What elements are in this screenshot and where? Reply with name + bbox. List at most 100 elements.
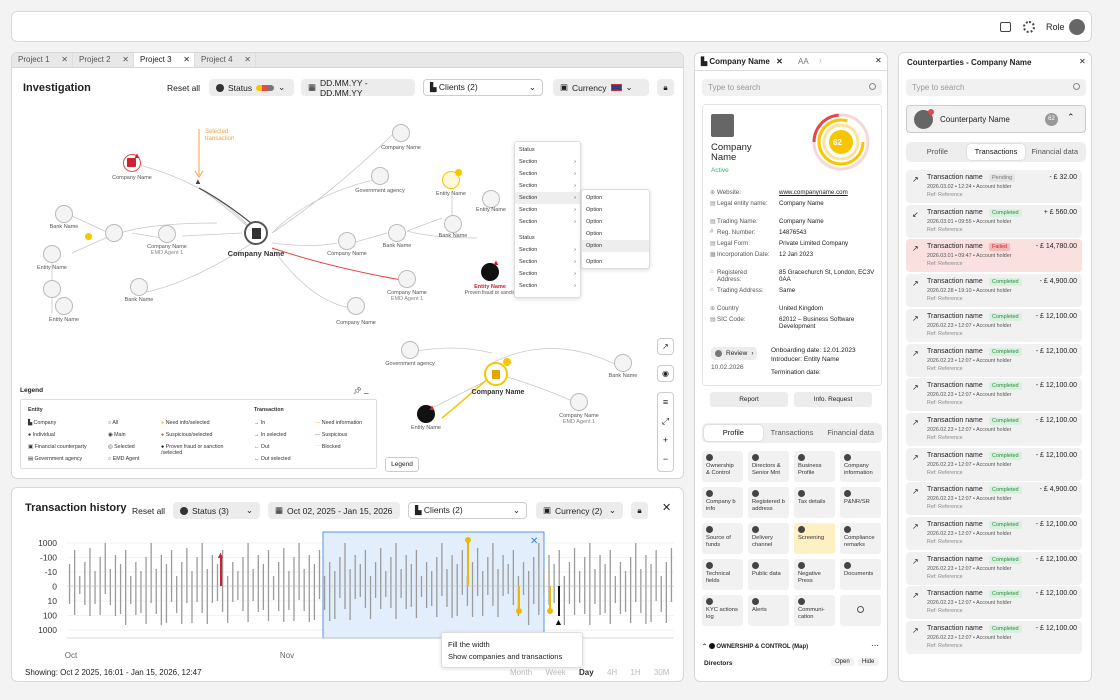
close-icon[interactable]: ✕ [1079, 57, 1086, 66]
submenu-item[interactable]: Option [586, 195, 603, 201]
minimize-icon[interactable]: _ [364, 385, 369, 394]
section-tile[interactable]: Alerts [748, 595, 789, 626]
section-tile[interactable]: Delivery channel [748, 523, 789, 554]
gear-icon[interactable] [1023, 21, 1035, 33]
date-range-filter[interactable]: ▦ Oct 02, 2025 - Jan 15, 2026 [268, 502, 400, 519]
submenu-item[interactable]: Option [582, 240, 649, 252]
period-month[interactable]: Month [510, 668, 533, 677]
graph-node[interactable] [55, 205, 73, 223]
submenu-item[interactable]: Option [586, 231, 603, 237]
period-week[interactable]: Week [545, 668, 566, 677]
section-tile[interactable]: Registered b address [748, 487, 789, 518]
info-request-button[interactable]: Info. Request [794, 392, 872, 407]
tab-financial-data[interactable]: Financial data [827, 428, 875, 437]
currency-filter[interactable]: ▣ Currency (2) ⌄ [536, 502, 623, 519]
menu-item[interactable]: Section › [519, 219, 576, 225]
filter-settings-icon[interactable]: ≡ [662, 397, 669, 407]
menu-item[interactable]: Section › [519, 183, 576, 189]
clients-select[interactable]: ▙ Clients (2) ⌄ [408, 502, 527, 519]
transaction-row[interactable]: ↙ Transaction name Completed + £ 560.00 2026… [906, 204, 1082, 238]
reset-all-button[interactable]: Reset all [167, 83, 201, 93]
tab-project-2[interactable]: Project 2 ✕ [73, 53, 134, 67]
reset-all-button[interactable]: Reset all [132, 506, 166, 516]
status-filter[interactable]: Status ⌄ [209, 79, 294, 96]
close-icon[interactable]: ✕ [61, 55, 68, 64]
section-tile[interactable]: Communi-cation [794, 595, 835, 626]
menu-item[interactable]: Section › [519, 283, 576, 289]
section-tile[interactable]: Tax details [794, 487, 835, 518]
tab-project-4[interactable]: Project 4 ✕ [195, 53, 256, 67]
tab-financial-data[interactable]: Financial data [1031, 147, 1079, 156]
close-icon[interactable]: ✕ [875, 56, 882, 65]
clients-select[interactable]: ▙ Clients (2) ⌄ [423, 79, 543, 96]
period-1h[interactable]: 1H [630, 668, 641, 677]
period-30m[interactable]: 30M [653, 668, 670, 677]
menu-item[interactable]: Section › [519, 247, 576, 253]
menu-item[interactable]: Section › [519, 207, 576, 213]
proven-fraud-node[interactable] [481, 263, 499, 281]
graph-node[interactable] [105, 224, 123, 242]
transaction-row[interactable]: ↗ Transaction name Completed - £ 12,100.00 2… [906, 517, 1082, 550]
submenu-item[interactable]: Option [586, 259, 603, 265]
section-tile[interactable]: Compliance remarks [840, 523, 881, 554]
tab-aa[interactable]: AA [798, 57, 809, 66]
menu-item[interactable]: Section › [519, 171, 576, 177]
tab-profile[interactable]: Profile [926, 147, 948, 156]
transaction-row[interactable]: ↗ Transaction name Pending - £ 32.00 2026.03… [906, 170, 1082, 203]
menu-item[interactable]: Section › [519, 259, 576, 265]
section-tile[interactable]: Company b info [702, 487, 743, 518]
tab-project-1[interactable]: Project 1 ✕ [12, 53, 73, 67]
transaction-row[interactable]: ↗ Transaction name Failed - £ 14,780.00 2026… [906, 239, 1082, 273]
graph-node[interactable] [444, 215, 462, 233]
graph-node[interactable] [43, 280, 61, 298]
ownership-header[interactable]: ⌃ OWNERSHIP & CONTROL (Map) [702, 643, 809, 650]
zoom-in-icon[interactable]: + [662, 435, 669, 445]
search-input[interactable]: Type to search [906, 79, 1086, 96]
more-icon[interactable]: ⋯ [871, 641, 879, 650]
expand-icon[interactable]: ⤢ [661, 416, 670, 426]
transaction-row[interactable]: ↗ Transaction name Completed - £ 12,100.00 2… [906, 308, 1082, 342]
graph-node[interactable] [442, 171, 460, 189]
tab-profile[interactable]: Profile [704, 425, 763, 441]
menu-item[interactable]: Section › [519, 159, 576, 165]
counterparty-card[interactable]: Counterparty Name 62 ⌃ [906, 105, 1086, 133]
external-link-button[interactable]: ↗ [657, 338, 674, 355]
section-tile[interactable]: Ownership & Control [702, 451, 743, 482]
transaction-row[interactable]: ↗ Transaction name Completed - £ 12,100.00 2… [906, 586, 1082, 620]
main-company-node[interactable] [244, 221, 268, 245]
avatar[interactable] [1069, 19, 1085, 35]
transaction-row[interactable]: ↗ Transaction name Completed - £ 12,100.00 2… [906, 551, 1082, 585]
field-value[interactable]: www.companyname.com [779, 189, 848, 196]
graph-node[interactable] [43, 245, 61, 263]
graph-node[interactable] [130, 278, 148, 296]
graph-node[interactable] [401, 341, 419, 359]
section-tile[interactable]: Technical fields [702, 559, 743, 590]
section-tile[interactable] [840, 595, 881, 626]
submenu-item[interactable]: Option [586, 207, 603, 213]
transaction-row[interactable]: ↗ Transaction name Completed - £ 12,100.00 2… [906, 378, 1082, 412]
feedback-icon[interactable] [1000, 22, 1011, 32]
lock-button[interactable]: 🔒︎ [631, 502, 648, 519]
graph-node[interactable] [392, 124, 410, 142]
graph-node[interactable] [123, 154, 141, 172]
pin-icon[interactable]: 📌︎ [353, 388, 362, 395]
graph-node[interactable] [484, 362, 508, 386]
graph-node[interactable] [614, 354, 632, 372]
transaction-row[interactable]: ↗ Transaction name Completed - £ 12,100.00 2… [906, 343, 1082, 377]
zoom-out-icon[interactable]: − [662, 454, 669, 464]
selection-close-icon[interactable]: ✕ [530, 536, 539, 547]
hide-button[interactable]: Hide [858, 658, 879, 666]
transaction-row[interactable]: ↗ Transaction name Completed - £ 4,900.00 20… [906, 482, 1082, 516]
section-tile[interactable]: Documents [840, 559, 881, 590]
currency-filter[interactable]: ▣ Currency ⌄ [553, 79, 649, 96]
date-range-filter[interactable]: ▦ DD.MM.YY - DD.MM.YY [301, 78, 415, 98]
lock-button[interactable]: 🔒︎ [657, 79, 674, 96]
graph-node[interactable] [55, 297, 73, 315]
report-button[interactable]: Report [710, 392, 788, 407]
search-input[interactable]: Type to search [702, 79, 882, 96]
tab-transactions[interactable]: Transactions [966, 144, 1026, 160]
chevron-right-icon[interactable]: › [819, 56, 822, 65]
introducer[interactable]: Introducer: Entity Name [771, 356, 840, 363]
graph-node[interactable] [371, 167, 389, 185]
graph-node[interactable] [482, 190, 500, 208]
